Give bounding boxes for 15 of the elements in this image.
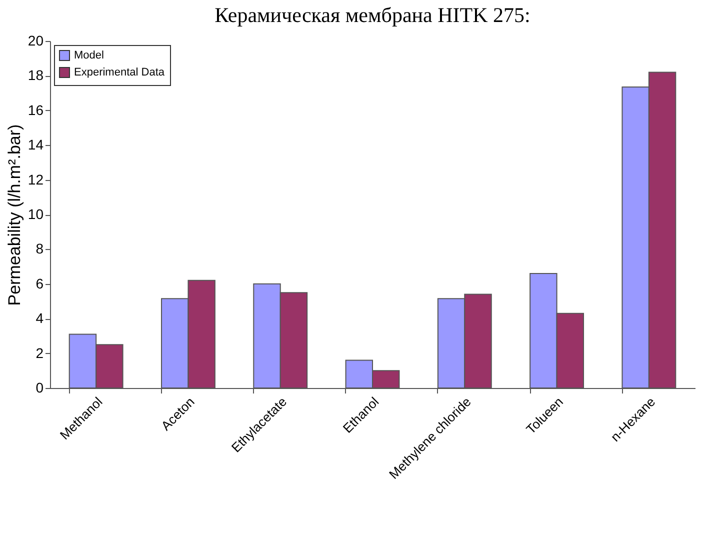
y-axis-title: Permeability (l/h.m².bar) [4,124,24,306]
y-tick-label: 20 [28,32,44,48]
y-tick-label: 14 [28,136,44,153]
y-tick-label: 10 [28,206,44,222]
legend-label: Model [74,50,104,62]
y-tick-label: 16 [28,102,44,118]
y-tick-label: 4 [36,310,44,326]
chart-title: Керамическая мембрана HITK 275: [214,3,530,27]
y-tick-label: 12 [28,171,44,188]
y-tick-label: 2 [36,344,44,361]
y-tick-label: 0 [36,380,44,396]
legend-label: Experimental Data [74,66,166,78]
y-tick-label: 18 [28,67,44,84]
y-tick-label: 8 [36,240,44,257]
y-tick-label: 6 [36,275,44,292]
